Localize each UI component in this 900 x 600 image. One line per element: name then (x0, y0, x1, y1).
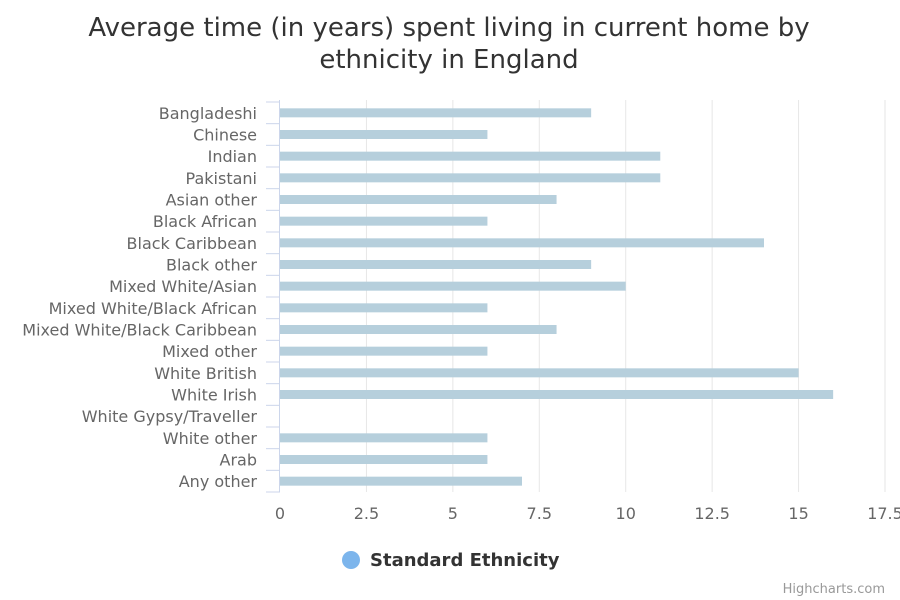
category-label: Black African (153, 212, 257, 231)
chart-title-line-1: Average time (in years) spent living in … (88, 13, 809, 43)
value-axis-label: 15 (788, 504, 808, 523)
value-axis-label: 10 (616, 504, 636, 523)
value-axis-label: 5 (448, 504, 458, 523)
grid-lines (365, 100, 886, 492)
bar[interactable] (280, 108, 592, 118)
category-label: White Gypsy/Traveller (82, 407, 258, 426)
bar[interactable] (280, 151, 661, 161)
category-label: Black Caribbean (127, 234, 257, 253)
bar[interactable] (280, 303, 488, 313)
category-label: White British (154, 364, 257, 383)
bar[interactable] (280, 346, 488, 356)
category-label: Arab (220, 451, 257, 470)
bar-series (280, 108, 834, 486)
bar[interactable] (280, 195, 557, 204)
value-axis-label: 0 (275, 504, 285, 523)
category-label: Black other (166, 256, 257, 275)
legend[interactable]: Standard Ethnicity (342, 550, 560, 571)
chart-title-line-2: ethnicity in England (319, 45, 578, 75)
value-axis-labels: 0 2.5 5 7.5 10 12.5 15 17.5 (275, 504, 900, 523)
bar[interactable] (280, 238, 764, 248)
value-axis-label: 7.5 (527, 504, 552, 523)
category-label: Mixed other (162, 342, 257, 361)
category-label: White other (163, 429, 258, 448)
bar[interactable] (280, 433, 488, 443)
category-labels: Bangladeshi Chinese Indian Pakistani Asian o… (22, 104, 257, 491)
category-label: Mixed White/Black Caribbean (22, 321, 257, 340)
bar[interactable] (280, 173, 661, 183)
credits-link[interactable]: Highcharts.com (783, 582, 885, 597)
legend-label[interactable]: Standard Ethnicity (370, 550, 560, 571)
bar[interactable] (280, 325, 557, 334)
bar[interactable] (280, 368, 799, 378)
category-label: White Irish (171, 386, 257, 405)
bar[interactable] (280, 260, 592, 269)
legend-marker[interactable] (342, 551, 360, 569)
category-label: Bangladeshi (159, 104, 257, 123)
category-label: Any other (179, 472, 258, 491)
category-label: Asian other (166, 191, 258, 210)
bar[interactable] (280, 130, 488, 139)
bar[interactable] (280, 476, 522, 486)
value-axis-label: 2.5 (354, 504, 379, 523)
category-label: Mixed White/Asian (109, 277, 257, 296)
category-label: Indian (208, 147, 257, 166)
bar[interactable] (280, 390, 834, 399)
category-axis (266, 100, 280, 493)
category-label: Pakistani (186, 169, 257, 188)
bar[interactable] (280, 216, 488, 226)
category-label: Chinese (193, 126, 257, 145)
bar[interactable] (280, 281, 626, 291)
bar[interactable] (280, 455, 488, 464)
value-axis-label: 12.5 (694, 504, 730, 523)
category-label: Mixed White/Black African (49, 299, 257, 318)
value-axis-label: 17.5 (867, 504, 900, 523)
